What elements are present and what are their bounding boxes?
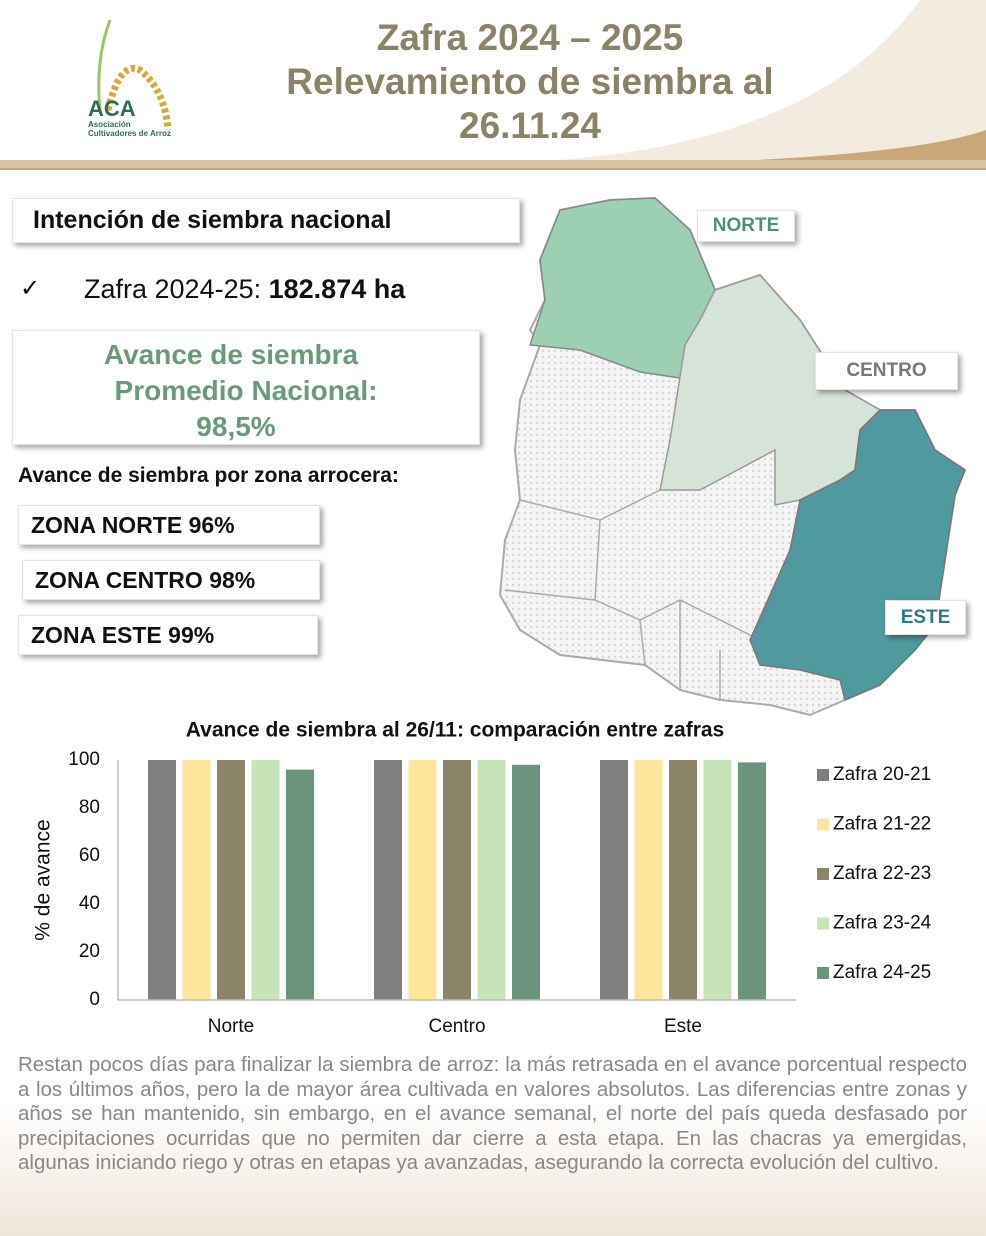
bar [408,760,437,1000]
legend-swatch [817,967,829,979]
bar [600,760,628,1000]
bar [634,760,663,1000]
zones-heading: Avance de siembra por zona arrocera: [18,464,399,487]
legend-label: Zafra 22-23 [833,863,931,884]
zone-box: ZONA CENTRO 98% [22,560,320,600]
crop-label: Zafra 2024-25: [84,274,262,304]
bar [443,760,471,1000]
x-tick-label: Centro [428,1016,485,1037]
zone-box: ZONA NORTE 96% [18,505,320,545]
map-label: NORTE [697,210,795,242]
crop-line: Zafra 2024-25: 182.874 ha [84,274,405,305]
bar [669,760,697,1000]
avance-line: Promedio Nacional: [114,375,378,406]
heading-box: Intención de siembra nacional [12,198,520,243]
map-label: CENTRO [815,352,958,390]
x-tick-label: Este [664,1016,702,1037]
header-decor [0,0,986,170]
map [498,196,967,717]
logo-name: Asociación Cultivadores de Arroz [88,120,171,138]
legend-swatch [817,917,829,930]
chart-title: Avance de siembra al 26/11: comparación … [186,719,724,742]
title-line: Zafra 2024 – 2025 [376,17,684,58]
legend-swatch [817,868,829,880]
title-line: 26.11.24 [459,105,601,146]
logo-line: Cultivadores de Arroz [88,129,171,138]
avance-line: 98,5% [196,411,276,442]
footer-text: Restan pocos días para finalizar la siem… [18,1053,967,1174]
y-tick-label: 20 [79,941,100,962]
logo-acronym: ACA [88,96,136,121]
legend-swatch [817,769,829,781]
bar [217,760,245,1000]
x-tick-label: Norte [208,1016,254,1037]
map-label: ESTE [885,600,966,635]
chart: Avance de siembra al 26/11: comparación … [32,719,932,1037]
legend-label: Zafra 23-24 [833,913,932,934]
bar [477,760,506,1000]
bar [374,760,402,1000]
bar [738,762,766,1000]
y-tick-label: 100 [68,749,100,770]
bar [703,760,732,1000]
bar [512,764,540,1000]
bar [148,760,176,1000]
legend-label: Zafra 21-22 [833,814,931,835]
bar [182,760,211,1000]
crop-area: 182.874 ha [268,274,406,304]
check: ✓ [20,275,41,302]
bar [286,769,314,1000]
legend-label: Zafra 24-25 [833,962,931,983]
avance-line: Avance de siembra [103,339,359,370]
logo-line: Asociación [88,120,131,129]
y-axis-label: % de avance [32,819,55,940]
bar [251,760,280,1000]
y-tick-label: 80 [79,797,100,818]
legend-label: Zafra 20-21 [833,764,931,785]
zone-box: ZONA ESTE 99% [18,615,318,655]
title-line: Relevamiento de siembra al [286,61,774,102]
y-tick-label: 0 [89,989,100,1010]
avance-box: Avance de siembra Promedio Nacional: 98,… [12,330,480,445]
y-tick-label: 60 [79,845,100,866]
legend-swatch [817,818,829,831]
y-tick-label: 40 [79,893,100,914]
